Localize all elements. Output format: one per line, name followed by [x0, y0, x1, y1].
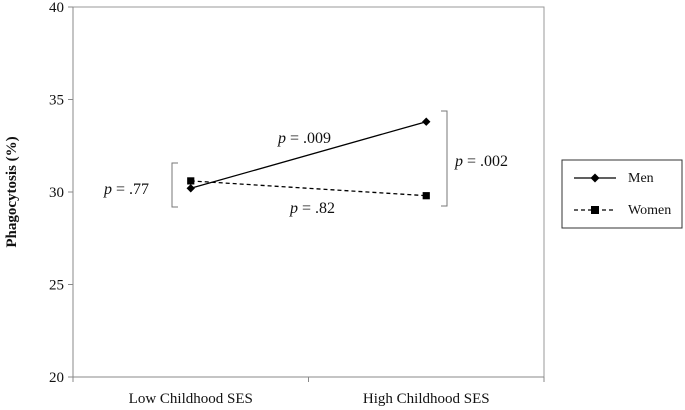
data-point-men: [422, 117, 431, 126]
y-tick-label: 40: [49, 0, 64, 16]
legend-women-label: Women: [628, 203, 671, 218]
y-axis-label: Phagocytosis (%): [4, 136, 20, 247]
data-point-women: [422, 192, 430, 200]
y-axis-ticks: 20 25 30 35 40: [49, 0, 73, 386]
data-point-men: [186, 184, 195, 193]
x-tick-label: Low Childhood SES: [129, 391, 253, 407]
legend-box: [561, 159, 683, 229]
x-axis-ticks: Low Childhood SES High Childhood SES: [72, 377, 545, 407]
high-ses-bracket: [441, 110, 448, 207]
men-slope-annotation: p = .009: [277, 130, 331, 147]
series-layer: [186, 117, 431, 200]
legend: Men Women: [561, 159, 683, 229]
low-ses-bracket: [171, 162, 178, 208]
series-line-women: [190, 180, 427, 197]
legend-men-label: Men: [628, 171, 654, 186]
x-tick-label: High Childhood SES: [363, 391, 490, 407]
y-tick-label: 20: [49, 370, 64, 386]
series-line-men: [190, 121, 427, 189]
data-point-women: [187, 177, 195, 185]
y-tick-label: 30: [49, 185, 64, 201]
y-tick-label: 35: [49, 93, 64, 109]
women-slope-annotation: p = .82: [289, 200, 335, 217]
high-ses-annotation: p = .002: [454, 153, 508, 170]
low-ses-annotation: p = .77: [103, 181, 149, 198]
y-tick-label: 25: [49, 278, 64, 294]
legend-men-marker: [590, 173, 600, 183]
legend-women-marker: [591, 206, 599, 214]
